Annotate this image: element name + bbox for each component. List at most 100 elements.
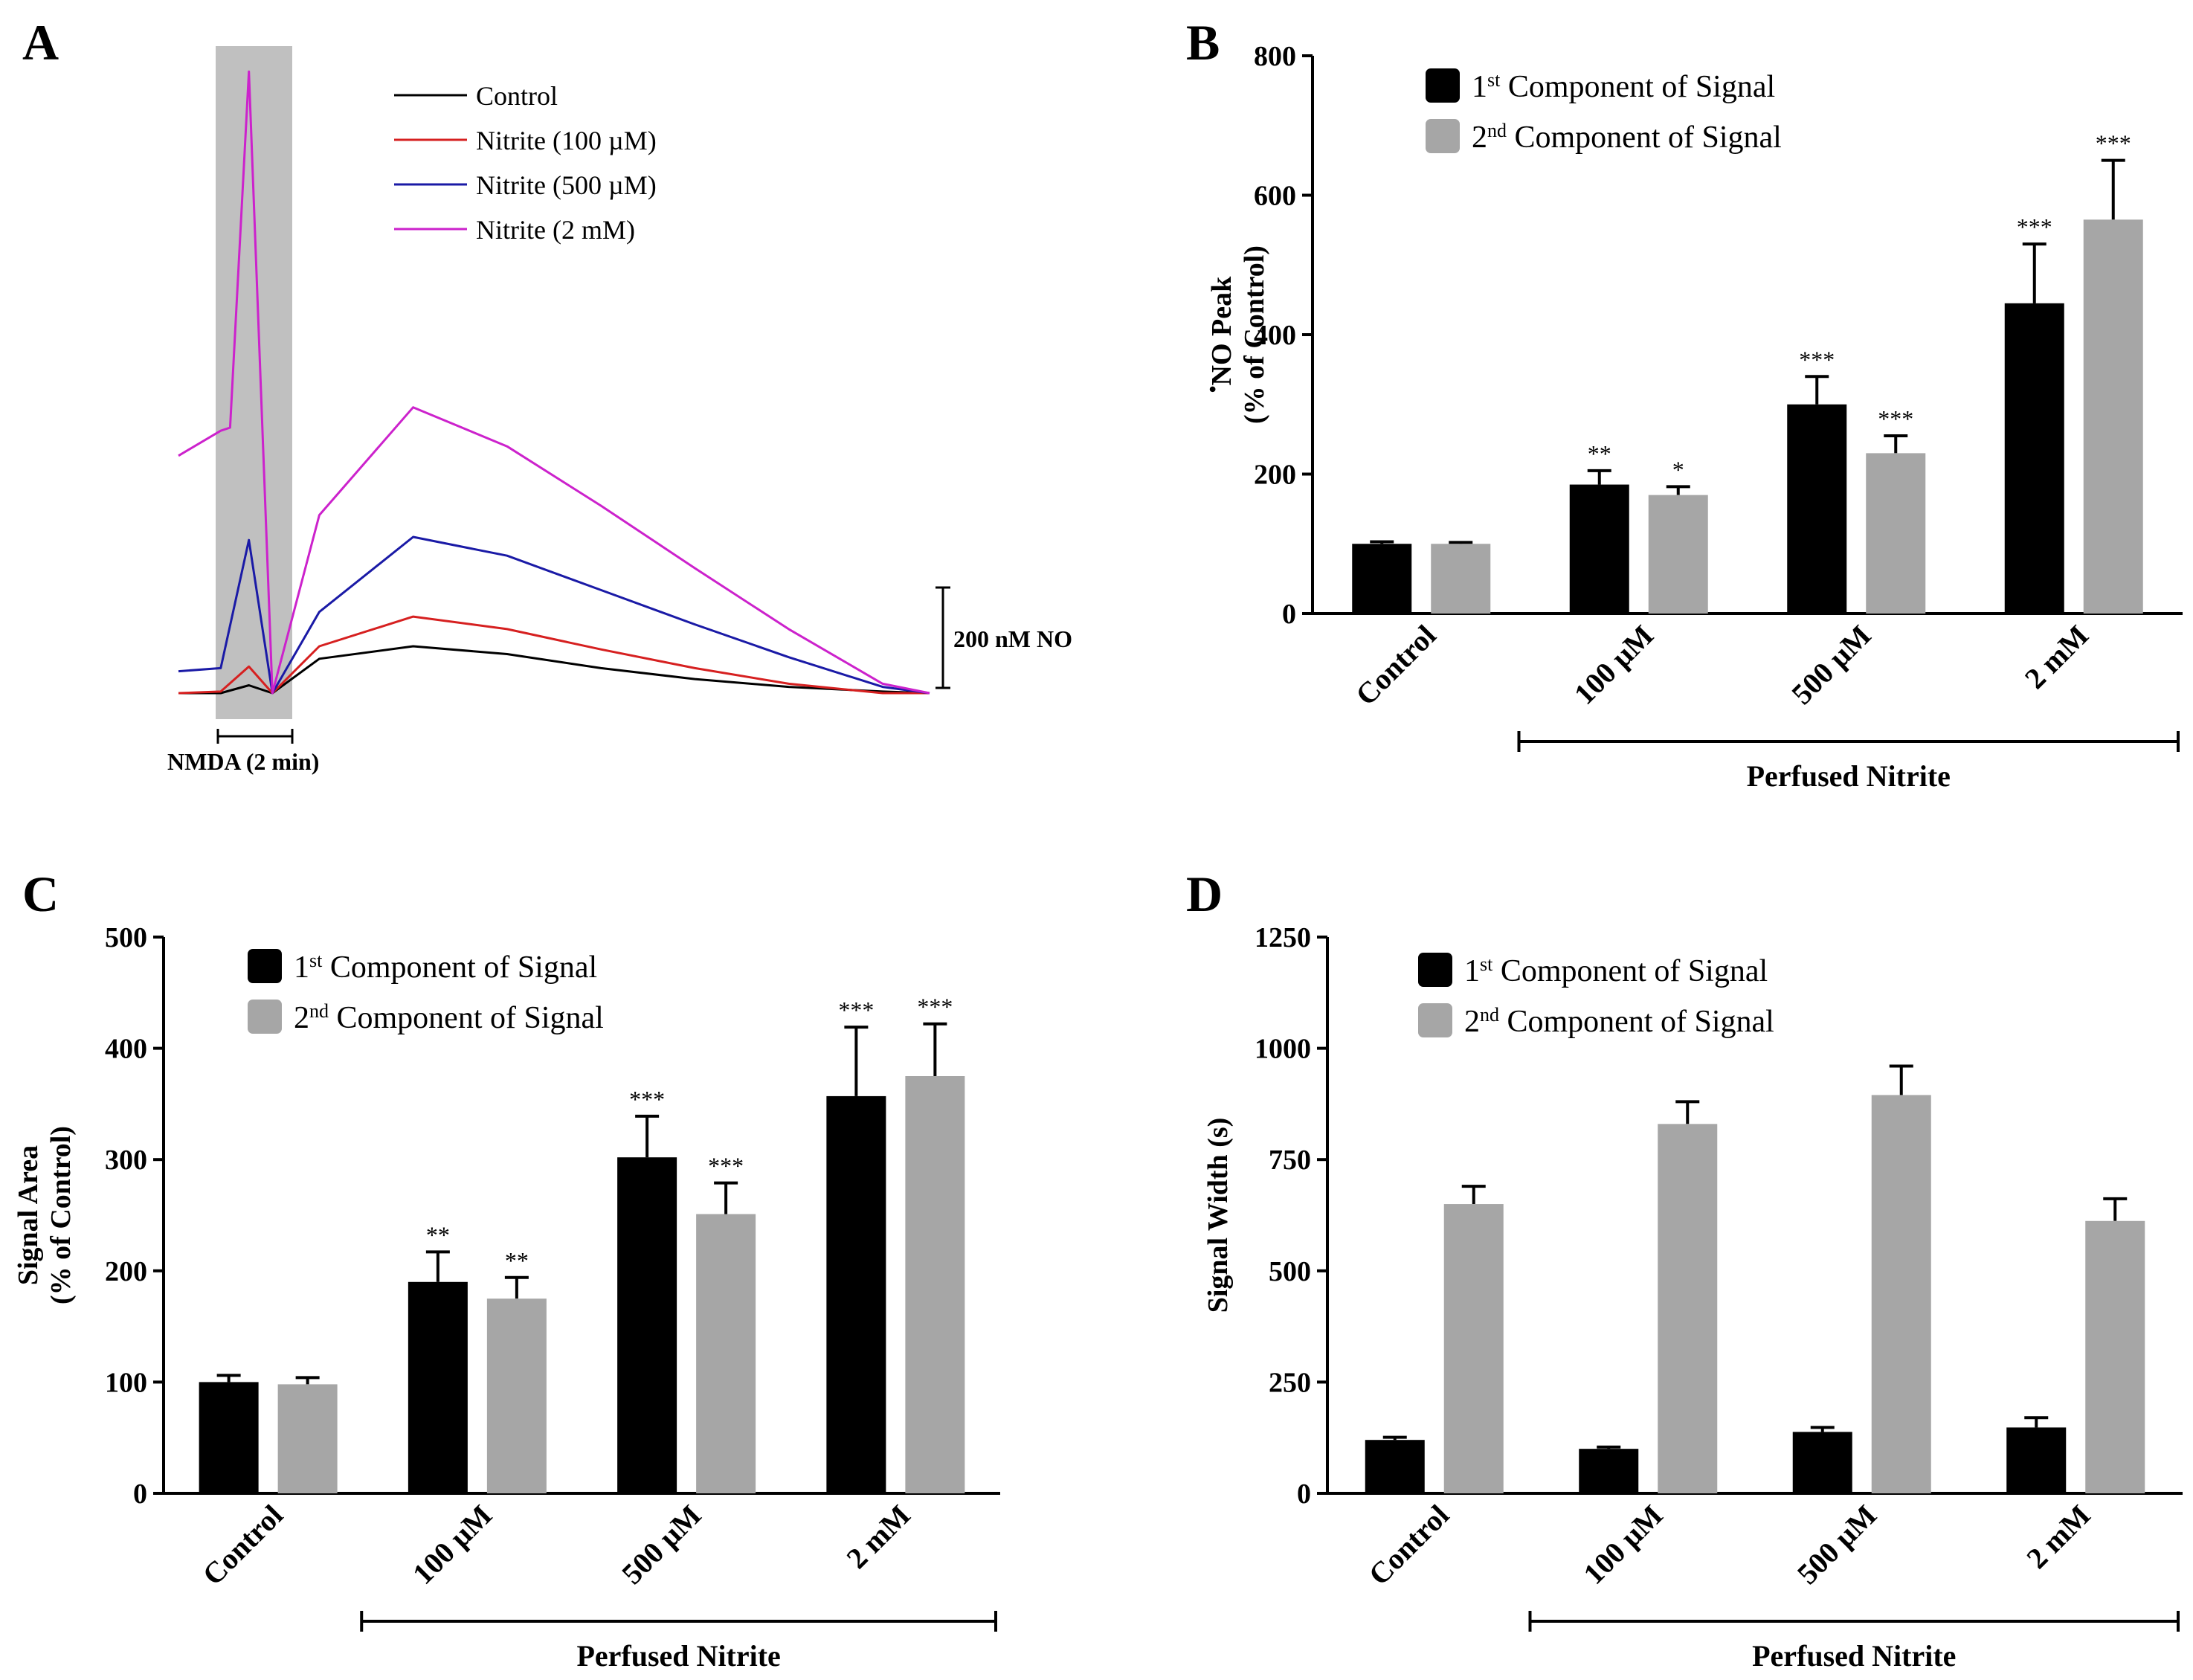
category-label: Control [196,1499,289,1592]
category-label: Control [1362,1499,1456,1592]
legend-label: 1st Component of Signal [1472,69,1775,105]
bar-chart: 0 200 400 600 800 •NO Peak (% of Control) Contr… [1202,41,2183,793]
panel-d: D 0 250 500 750 1000 1250 Signal Width (s) Cont… [1186,866,2183,1673]
legend-text: Component of Signal [1499,1005,1774,1039]
legend-label: 1st Component of Signal [294,950,597,985]
y-axis-label-main: Signal Area [13,1145,44,1285]
y-tick-label: 400 [105,1034,147,1065]
bar [905,1076,965,1493]
legend-number: 1 [294,950,309,985]
category-label: 100 µM [1568,619,1660,711]
panel-a: A Control Nitrite (100 µM) Nitrite (500 µM… [22,14,1072,775]
significance-label: *** [629,1086,665,1113]
legend-text: Component of Signal [1500,70,1775,104]
y-axis-label: Signal Width (s) [1202,1118,1234,1313]
y-tick-label: 200 [1254,460,1296,491]
legend-text: Component of Signal [1507,120,1782,155]
panel-c: C 0 100 200 300 400 500 Signal Area (% of Contr… [13,866,1000,1673]
trace-line [178,615,930,695]
bar-chart: 0 100 200 300 400 500 Signal Area (% of Control… [13,922,1000,1673]
legend-ordinal: st [1480,953,1493,975]
bar [1648,495,1708,614]
category-label: 2 mM [840,1499,916,1575]
category-label: 500 µM [1785,619,1877,711]
legend-number: 2 [294,1001,309,1035]
bar [1443,1204,1504,1493]
panel-b: B 0 200 400 600 800 •NO Peak (% of Control) Con… [1186,14,2183,793]
y-tick-label: 500 [1269,1256,1311,1287]
y-axis-label-unit: (% of Control) [45,1126,77,1304]
legend-swatch [1426,119,1460,153]
significance-label: *** [2017,213,2052,240]
legend-ordinal: st [1487,69,1501,91]
stimulus-label: NMDA (2 min) [167,748,319,775]
legend-label: Control [476,81,558,111]
bar [696,1214,756,1493]
y-axis-label: •NO Peak [1202,276,1238,393]
category-label: 100 µM [1577,1499,1669,1591]
trace-line [178,535,930,695]
nmda-shade [216,46,292,719]
legend-number: 1 [1472,70,1487,104]
significance-label: *** [917,994,953,1020]
category-label: Control [1349,619,1443,712]
legend-text: Component of Signal [322,950,597,985]
legend-swatch [1426,68,1460,103]
trace-line [178,70,930,695]
bar [617,1157,677,1493]
y-axis-label: Signal Area [13,1145,44,1285]
legend-swatch [248,1000,282,1034]
significance-label: ** [505,1247,529,1274]
legend-swatch [248,949,282,983]
legend-label: 2nd Component of Signal [1464,1004,1774,1040]
y-tick-label: 250 [1269,1367,1311,1398]
x-group-label: Perfused Nitrite [1752,1639,1956,1673]
legend-ordinal: nd [1487,120,1507,141]
legend-label: Nitrite (100 µM) [476,126,657,155]
x-group-label: Perfused Nitrite [1747,759,1951,793]
bar [1352,544,1412,614]
legend-label: Nitrite (500 µM) [476,170,657,200]
legend-number: 2 [1464,1005,1480,1039]
significance-label: ** [1588,440,1611,467]
y-tick-label: 500 [105,922,147,953]
significance-label: *** [1799,346,1835,373]
bar [826,1095,886,1493]
bar [2006,1427,2067,1493]
legend-text: Component of Signal [329,1001,604,1035]
bar-chart: 0 250 500 750 1000 1250 Signal Width (s) Contro… [1202,922,2183,1673]
bar [408,1281,468,1493]
bar [486,1298,547,1493]
bar [1365,1440,1425,1493]
y-tick-label: 400 [1254,320,1296,351]
bar [277,1384,338,1493]
bar [1866,453,1926,614]
y-tick-label: 200 [105,1256,147,1287]
legend-ordinal: nd [309,1000,329,1022]
y-axis-label-unit: (% of Control) [1239,245,1270,424]
significance-label: ** [426,1221,450,1248]
legend-label: 2nd Component of Signal [294,1000,604,1036]
bar [1792,1432,1852,1493]
y-tick-label: 300 [105,1145,147,1176]
y-tick-label: 0 [1282,599,1296,630]
significance-label: *** [838,997,874,1023]
panel-label-c: C [22,866,59,922]
y-axis-label-dot: • [1202,385,1225,393]
legend-ordinal: st [309,950,323,971]
category-label: 2 mM [2018,619,2095,695]
trace-group [178,70,930,695]
panel-label-b: B [1186,14,1220,71]
panel-label-d: D [1186,866,1223,922]
scale-bar-label: 200 nM NO [953,625,1072,652]
bar [1871,1095,1931,1493]
legend-label: Nitrite (2 mM) [476,215,635,245]
y-tick-label: 0 [1297,1478,1311,1510]
legend-label: 2nd Component of Signal [1472,120,1782,155]
y-tick-label: 1250 [1255,922,1311,953]
y-tick-label: 0 [133,1478,147,1510]
legend-ordinal: nd [1480,1004,1499,1026]
x-group-label: Perfused Nitrite [576,1639,780,1673]
category-label: 2 mM [2020,1499,2096,1575]
